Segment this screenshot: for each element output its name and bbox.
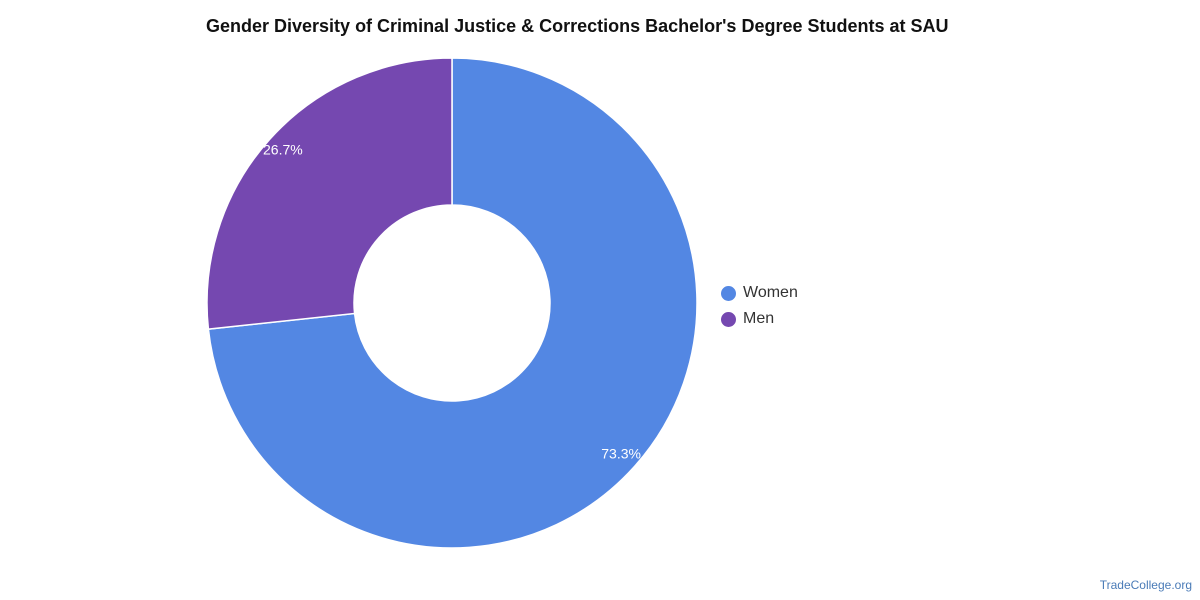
slice-men[interactable] (206, 57, 453, 330)
chart-title: Gender Diversity of Criminal Justice & C… (206, 16, 949, 36)
legend-swatch-men (721, 311, 736, 327)
data-label-women: 73.3% (601, 446, 641, 462)
legend: Women Men (721, 280, 798, 332)
legend-swatch-women (721, 285, 736, 301)
watermark[interactable]: TradeCollege.org (1099, 578, 1192, 592)
legend-label-women: Women (743, 284, 798, 301)
legend-item-men[interactable]: Men (721, 306, 798, 332)
legend-label-men: Men (743, 310, 775, 327)
legend-item-women[interactable]: Women (721, 280, 798, 306)
data-label-men: 26.7% (263, 142, 303, 158)
slice-women[interactable] (207, 57, 698, 549)
